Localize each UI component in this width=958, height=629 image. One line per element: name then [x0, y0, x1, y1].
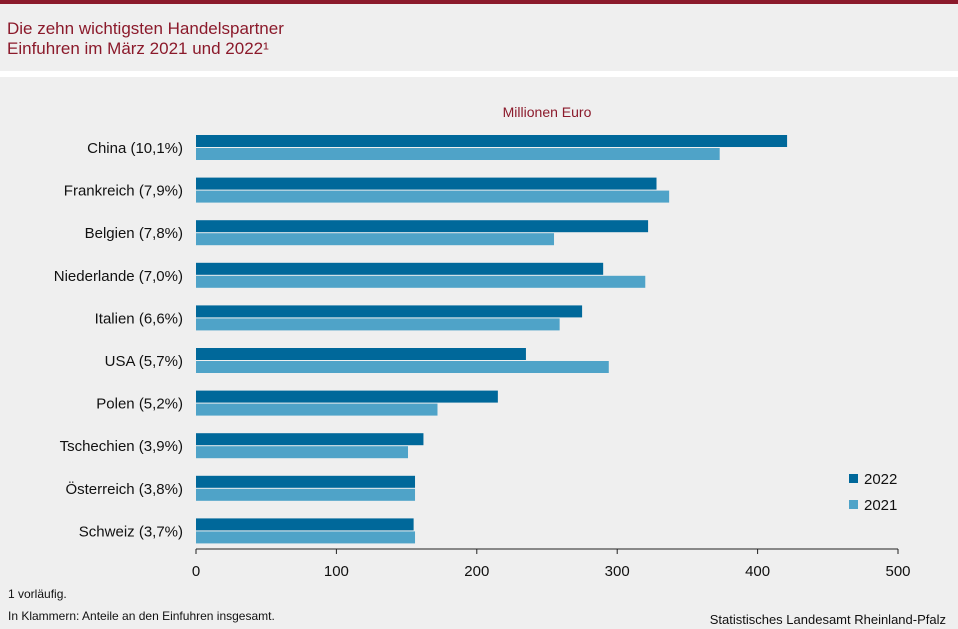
chart-title: Die zehn wichtigsten Handelspartner — [7, 19, 284, 38]
bar-2022 — [196, 135, 788, 147]
bar-2022 — [196, 262, 604, 275]
bar-2021 — [196, 275, 646, 288]
bar-2022 — [196, 305, 583, 318]
category-label: Tschechien (3,9%) — [60, 438, 183, 455]
chart-header: Die zehn wichtigsten Handelspartner Einf… — [0, 4, 958, 71]
category-label: Österreich (3,8%) — [65, 480, 183, 498]
x-tick-label: 0 — [192, 563, 200, 580]
footnote-shares: In Klammern: Anteile an den Einfuhren in… — [8, 609, 275, 623]
unit-label: Millionen Euro — [503, 104, 592, 120]
category-label: USA (5,7%) — [105, 353, 183, 370]
bar-2021 — [196, 403, 438, 416]
category-label: China (10,1%) — [87, 140, 183, 157]
category-label: Italien (6,6%) — [95, 310, 183, 327]
x-tick-label: 200 — [464, 563, 489, 580]
bar-2021 — [196, 488, 416, 501]
x-tick-label: 100 — [324, 563, 349, 580]
bar-2022 — [196, 348, 526, 360]
bar-2022 — [196, 433, 424, 446]
bar-2021 — [196, 361, 609, 373]
bar-2022 — [196, 390, 498, 403]
bar-2022 — [196, 177, 657, 190]
top-accent-bar — [0, 0, 958, 4]
bar-2021 — [196, 190, 670, 203]
bar-2022 — [196, 475, 416, 488]
bar-2022 — [196, 518, 414, 531]
category-label: Niederlande (7,0%) — [54, 268, 183, 285]
legend-swatch-2022 — [849, 474, 858, 483]
bar-2021 — [196, 148, 720, 160]
x-tick-label: 500 — [885, 563, 910, 580]
category-label: Frankreich (7,9%) — [64, 183, 183, 200]
legend-swatch-2021 — [849, 500, 858, 509]
category-label: Belgien (7,8%) — [85, 225, 183, 242]
category-label: Polen (5,2%) — [96, 396, 183, 413]
bar-2022 — [196, 220, 649, 233]
footnote-preliminary: 1 vorläufig. — [8, 587, 67, 601]
category-label: Schweiz (3,7%) — [79, 523, 183, 540]
bar-2021 — [196, 233, 555, 246]
x-tick-label: 300 — [605, 563, 630, 580]
header-separator — [0, 71, 958, 77]
source-label: Statistisches Landesamt Rheinland-Pfalz — [709, 612, 946, 627]
bar-2021 — [196, 318, 560, 331]
x-tick-label: 400 — [745, 563, 770, 580]
chart-subtitle: Einfuhren im März 2021 und 2022¹ — [7, 39, 269, 58]
legend-label-2022: 2022 — [864, 471, 897, 488]
legend-label-2021: 2021 — [864, 497, 897, 514]
bar-2021 — [196, 531, 416, 544]
bar-2021 — [196, 446, 409, 459]
